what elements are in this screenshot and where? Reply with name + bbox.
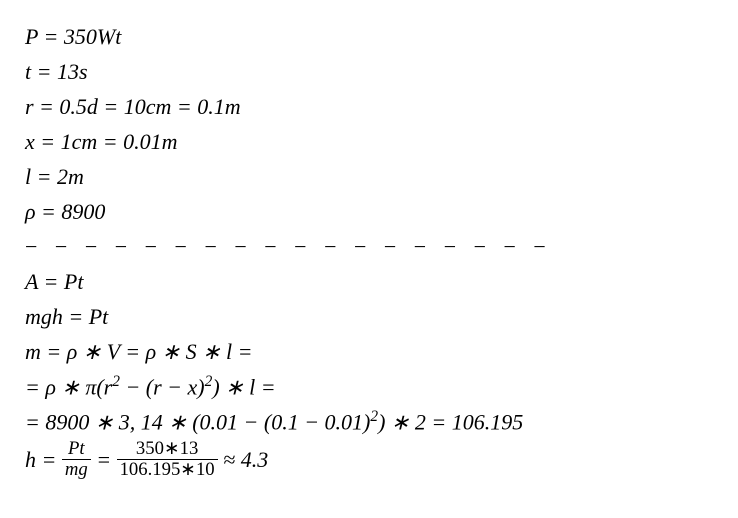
eq-text-a: h = (25, 447, 62, 472)
eq-text: ρ = 8900 (25, 199, 105, 224)
eq-text: A = Pt (25, 269, 83, 294)
fraction-1: Ptmg (62, 439, 91, 481)
eq-text-b: ) ∗ 2 = 106.195 (378, 410, 523, 435)
eq-text: l = 2m (25, 164, 84, 189)
eq-text-a: = 8900 ∗ 3, 14 ∗ (0.01 − (0.1 − 0.01) (25, 410, 370, 435)
eq-text: P = 350Wt (25, 24, 121, 49)
equation-line-12: = 8900 ∗ 3, 14 ∗ (0.01 − (0.1 − 0.01)2) … (25, 405, 713, 438)
equation-line-3: r = 0.5d = 10cm = 0.1m (25, 90, 713, 123)
dashes-text: − − − − − − − − − − − − − − − − − − (25, 234, 552, 259)
equation-line-8: A = Pt (25, 265, 713, 298)
denominator: 106.195∗10 (117, 460, 218, 481)
equation-line-11: = ρ ∗ π(r2 − (r − x)2) ∗ l = (25, 370, 713, 403)
eq-text: r = 0.5d = 10cm = 0.1m (25, 94, 241, 119)
eq-text: m = ρ ∗ V = ρ ∗ S ∗ l = (25, 339, 253, 364)
eq-text-a: = ρ ∗ π(r (25, 374, 112, 399)
fraction-2: 350∗13106.195∗10 (117, 439, 218, 481)
eq-text-end: ≈ 4.3 (218, 447, 269, 472)
equation-line-9: mgh = Pt (25, 300, 713, 333)
equation-line-2: t = 13s (25, 55, 713, 88)
denominator: mg (62, 460, 91, 481)
numerator: Pt (62, 439, 91, 461)
equation-line-6: ρ = 8900 (25, 195, 713, 228)
equation-line-10: m = ρ ∗ V = ρ ∗ S ∗ l = (25, 335, 713, 368)
eq-text: x = 1cm = 0.01m (25, 129, 178, 154)
superscript: 2 (370, 408, 378, 425)
superscript: 2 (112, 373, 120, 390)
eq-text-b: − (r − x) (120, 374, 205, 399)
equation-line-13: h = Ptmg = 350∗13106.195∗10 ≈ 4.3 (25, 441, 713, 483)
equation-line-1: P = 350Wt (25, 20, 713, 53)
equation-line-4: x = 1cm = 0.01m (25, 125, 713, 158)
eq-text: mgh = Pt (25, 304, 108, 329)
separator-line: − − − − − − − − − − − − − − − − − − (25, 230, 713, 263)
eq-text-c: ) ∗ l = (212, 374, 275, 399)
numerator: 350∗13 (117, 439, 218, 461)
eq-text-mid: = (91, 447, 117, 472)
eq-text: t = 13s (25, 59, 88, 84)
equation-line-5: l = 2m (25, 160, 713, 193)
